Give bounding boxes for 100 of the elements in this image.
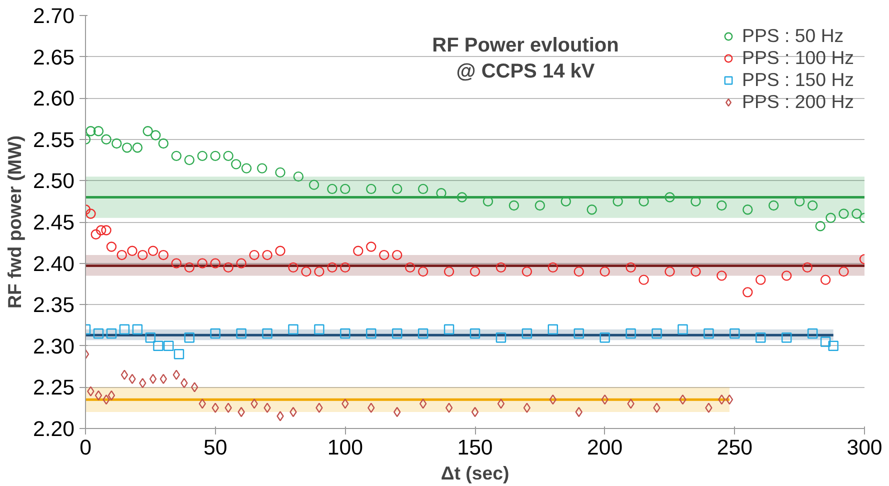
point [653,402,660,413]
point [368,402,375,413]
point [171,258,182,268]
point [210,150,220,162]
point [171,150,182,162]
point [264,402,271,413]
point [212,402,219,413]
point [184,154,194,166]
y-tick-label: 2.50 [32,169,75,194]
y-tick-label: 2.60 [32,86,75,111]
x-tick-label: 100 [327,436,364,460]
y-tick-label: 2.20 [32,417,75,441]
point [534,200,546,211]
point [236,328,246,339]
point [418,266,428,277]
point [756,274,766,285]
point [210,328,220,339]
point [600,266,610,277]
point [353,246,364,256]
y-tick-label: 2.55 [32,128,75,152]
point [172,370,180,380]
point [807,200,818,211]
point [802,262,812,273]
point [638,274,649,285]
point [782,332,792,343]
point [122,142,132,153]
point [197,150,208,162]
point [664,266,675,277]
point [340,328,350,339]
point [742,287,753,298]
legend-label: PPS : 50 Hz [742,25,844,47]
legend-label: PPS : 100 Hz [742,47,854,69]
point [612,196,623,206]
point [730,328,740,339]
point [496,262,506,273]
point [86,208,96,219]
point [249,250,260,260]
y-tick-label: 2.25 [32,376,75,400]
point [340,184,350,194]
point [756,332,766,343]
point [626,262,636,273]
point [94,390,102,401]
point [262,250,272,260]
point [256,163,268,174]
point [223,150,234,162]
point [293,171,304,182]
point [652,328,662,339]
point [471,406,479,418]
point [148,246,158,256]
point [127,246,138,256]
legend-label: PPS : 150 Hz [742,69,854,91]
point [366,328,376,339]
y-tick-label: 2.70 [32,4,75,28]
legend-label: PPS : 200 Hz [742,91,854,113]
point [742,204,753,215]
point [223,262,234,273]
point [392,184,402,194]
point [705,402,712,413]
point [560,196,571,206]
text: RF Power evloution @ CCPS 14 kV [432,34,619,82]
point [807,328,818,339]
point [852,208,862,219]
point [716,270,727,281]
point [275,246,286,256]
point [366,184,376,194]
point [184,262,194,273]
point [96,225,106,236]
point [470,328,480,339]
point [197,258,208,268]
point [600,332,610,343]
point [106,242,117,252]
point [726,394,734,405]
y-axis-title: RF fwd power (MW) [4,135,25,309]
point [108,390,116,401]
x-axis-title: Δt (sec) [440,462,510,484]
point [145,332,156,343]
point [815,221,826,232]
point [276,411,284,422]
point [93,126,104,136]
point [138,250,148,260]
point [444,266,454,277]
point [149,374,157,384]
point [112,138,122,149]
point [392,328,402,339]
point [820,336,831,347]
point [190,382,198,392]
point [522,266,532,277]
point [288,262,298,273]
point [250,398,258,409]
point [90,229,101,240]
point [522,328,532,339]
point [158,138,168,149]
point [316,402,323,413]
point [241,163,252,174]
point [627,398,634,409]
point [288,324,298,334]
point [828,340,838,351]
point [275,167,286,178]
point [664,192,675,202]
point [548,262,558,273]
